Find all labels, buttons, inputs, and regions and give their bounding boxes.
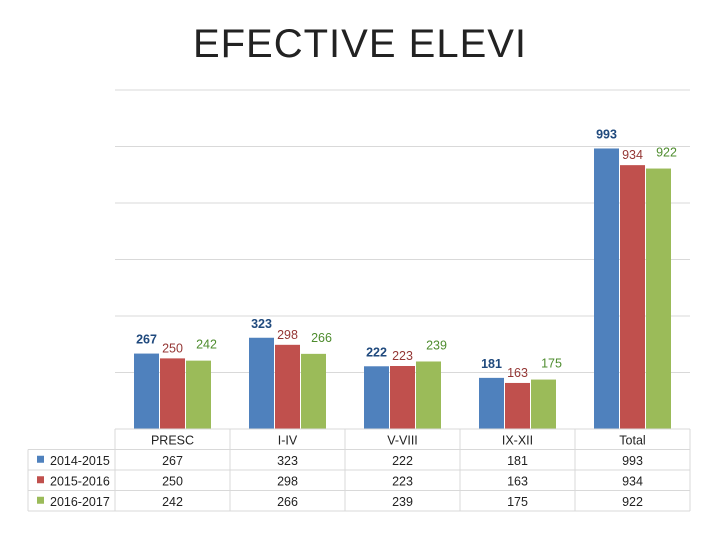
data-label: 298 (277, 328, 298, 342)
table-cell: 250 (162, 474, 183, 488)
bar (186, 360, 211, 429)
bar (301, 353, 326, 429)
bar (479, 377, 504, 429)
data-label: 323 (251, 317, 272, 331)
data-label: 222 (366, 345, 387, 359)
table-cell: 922 (622, 495, 643, 509)
bar (594, 148, 619, 430)
bars (134, 148, 671, 430)
category-label: V-VIII (387, 433, 418, 447)
legend-label: 2014-2015 (50, 454, 110, 468)
category-label: PRESC (151, 433, 194, 447)
bar (646, 168, 671, 429)
table-cell: 239 (392, 495, 413, 509)
bar (134, 353, 159, 429)
legend-swatch (37, 496, 44, 504)
data-label: 175 (541, 357, 562, 371)
bar (416, 361, 441, 429)
bar (390, 366, 415, 429)
table-cell: 222 (392, 454, 413, 468)
table-cell: 934 (622, 474, 643, 488)
bar (620, 165, 645, 429)
data-table: PRESC I-IV V-VIII IX-XII Total 2014-2015 267 32… (27, 428, 691, 512)
data-label: 993 (596, 127, 617, 141)
table-cell: 223 (392, 474, 413, 488)
bar (160, 358, 185, 429)
table-cell: 163 (507, 474, 528, 488)
bar (275, 344, 300, 429)
legend-label: 2016-2017 (50, 495, 110, 509)
data-label: 239 (426, 338, 447, 352)
data-label: 223 (392, 349, 413, 363)
legend-label: 2015-2016 (50, 474, 110, 488)
table-cell: 993 (622, 454, 643, 468)
category-label: I-IV (278, 433, 298, 447)
data-label: 181 (481, 357, 502, 371)
category-label: Total (619, 433, 645, 447)
data-labels: 267 250 242 323 298 266 222 223 239 181 163 175 993 9… (136, 127, 677, 379)
legend-swatch (37, 476, 44, 484)
data-label: 250 (162, 341, 183, 355)
table-cell: 175 (507, 495, 528, 509)
bar (364, 366, 389, 429)
table-cell: 181 (507, 454, 528, 468)
chart-title: EFECTIVE ELEVI (192, 22, 528, 66)
category-label: IX-XII (502, 433, 533, 447)
data-label: 163 (507, 366, 528, 380)
bar (505, 382, 530, 429)
data-label: 922 (656, 146, 677, 160)
table-cell: 242 (162, 495, 183, 509)
bar (531, 379, 556, 429)
data-label: 266 (311, 331, 332, 345)
data-label: 267 (136, 333, 157, 347)
data-label: 934 (622, 148, 643, 162)
table-cell: 266 (277, 495, 298, 509)
bar (249, 337, 274, 429)
table-cell: 267 (162, 454, 183, 468)
data-label: 242 (196, 338, 217, 352)
table-cell: 298 (277, 474, 298, 488)
legend-swatch (37, 455, 44, 463)
table-cell: 323 (277, 454, 298, 468)
